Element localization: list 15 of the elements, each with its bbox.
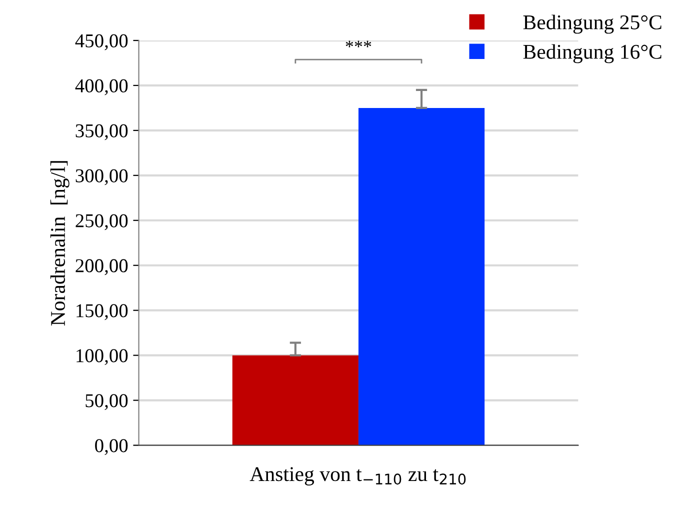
y-axis-title: Noradrenalin [ng/l] [50, 161, 70, 326]
y-tick-label: 350,00 [76, 124, 128, 140]
legend-label: Bedingung 25°C [523, 14, 662, 34]
annotation: *** [346, 40, 372, 48]
y-tick-label: 300,00 [76, 169, 128, 186]
y-tick-label: 450,00 [75, 34, 128, 50]
y-tick-label: 150,00 [76, 304, 128, 320]
y-tick-label: 100,00 [76, 349, 128, 366]
legend-label: Bedingung 16°C [523, 44, 662, 64]
x-axis-title: Anstieg von t$_{−110}$ zu t$_{210}$ [250, 467, 466, 486]
y-tick-label: 250,00 [76, 214, 128, 230]
y-tick-label: 200,00 [76, 259, 128, 276]
y-tick-label: 0,00 [95, 439, 128, 456]
y-tick-label: 400,00 [75, 79, 128, 96]
y-tick-label: 50,00 [86, 394, 128, 410]
